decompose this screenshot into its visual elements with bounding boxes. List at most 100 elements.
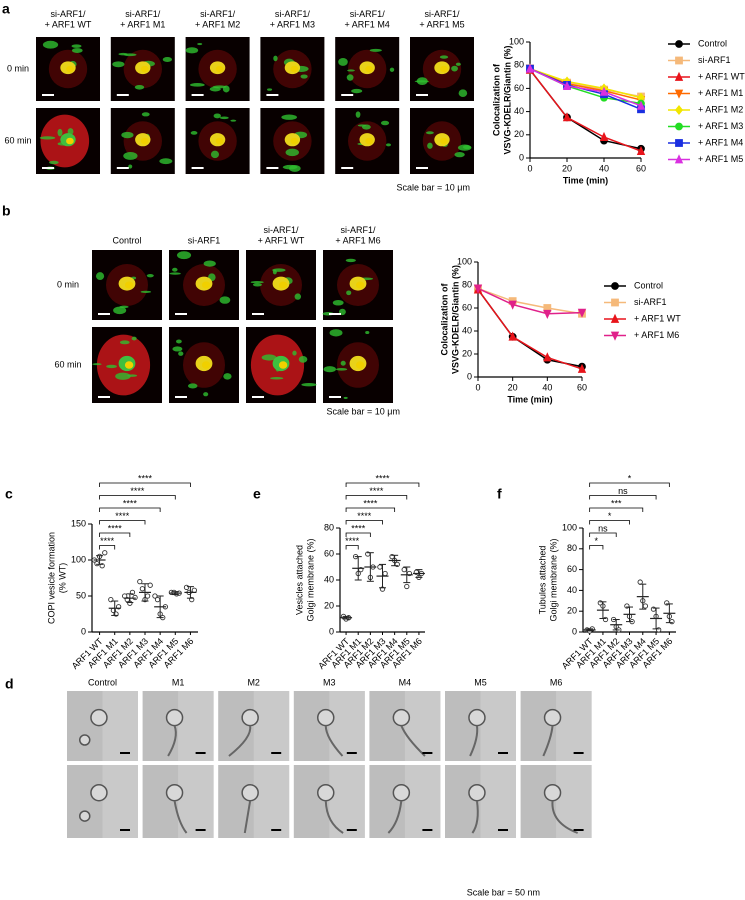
column-label: M3 — [323, 677, 336, 687]
signal — [357, 124, 367, 127]
x-tick-label: 40 — [542, 382, 552, 392]
series-line — [529, 69, 642, 152]
legend-label: Control — [698, 38, 727, 48]
significance-label: **** — [369, 486, 384, 496]
signal — [71, 44, 82, 48]
signal — [340, 360, 346, 366]
signal — [343, 396, 348, 399]
column-label: si-ARF1/ — [350, 9, 386, 19]
significance-label: **** — [375, 473, 390, 483]
y-tick-label: 40 — [324, 574, 334, 584]
column-label: M2 — [247, 677, 260, 687]
signal — [159, 158, 173, 165]
vesicle — [543, 708, 562, 727]
y-axis-label: VSVG-KDELR/Giantin (%) — [450, 265, 460, 374]
x-tick-label: 40 — [599, 163, 609, 173]
column-label: + ARF1 M3 — [270, 19, 315, 29]
signal — [365, 330, 370, 335]
data-point — [650, 606, 657, 612]
y-tick-label: 40 — [567, 585, 577, 595]
column-label: si-ARF1/ — [263, 225, 299, 235]
vesicle — [90, 708, 108, 727]
signal — [346, 290, 352, 296]
signal — [172, 267, 178, 272]
column-label: + ARF1 M6 — [335, 235, 380, 245]
signal — [176, 339, 182, 344]
marker — [674, 105, 684, 115]
signal — [270, 377, 284, 380]
signal — [323, 366, 336, 373]
signal — [172, 346, 183, 352]
scale-note: Scale bar = 50 nm — [467, 887, 540, 897]
significance-bracket — [345, 545, 359, 550]
column-label: + ARF1 WT — [258, 235, 305, 245]
data-point — [154, 596, 161, 603]
tubule — [173, 800, 188, 834]
signal — [141, 112, 150, 117]
data-point — [637, 579, 643, 585]
marker — [543, 352, 552, 362]
significance-bracket — [589, 532, 617, 537]
column-label: + ARF1 M4 — [345, 19, 390, 29]
y-axis-label: COPI vesicle formation — [46, 532, 56, 624]
marker — [610, 313, 620, 323]
series-line — [477, 289, 583, 368]
y-tick-label: 100 — [562, 522, 577, 532]
series-line — [529, 69, 642, 150]
marker — [674, 71, 684, 81]
marker — [674, 89, 684, 99]
signal — [278, 361, 288, 369]
data-point — [132, 594, 138, 601]
signal — [112, 61, 125, 68]
y-axis-label: Colocalization of — [491, 63, 501, 136]
tubule — [471, 800, 479, 834]
marker — [611, 282, 619, 290]
significance-label: **** — [138, 473, 153, 483]
y-tick-label: 20 — [462, 348, 472, 358]
signal — [176, 251, 192, 260]
signal — [294, 293, 302, 300]
marker — [577, 308, 587, 318]
signal — [462, 145, 471, 150]
y-axis-label: Tubules attached — [537, 546, 547, 615]
legend-label: si-ARF1 — [634, 297, 667, 307]
signal — [261, 354, 277, 361]
signal — [215, 137, 224, 145]
scale-note: Scale bar = 10 μm — [397, 182, 470, 192]
data-point — [94, 560, 100, 567]
legend-label: + ARF1 M1 — [698, 88, 743, 98]
signal — [338, 57, 348, 66]
y-tick-label: 60 — [324, 548, 334, 558]
signal — [113, 306, 127, 315]
column-label: + ARF1 M1 — [120, 19, 165, 29]
micrograph-shade — [480, 765, 516, 838]
y-axis-label: VSVG-KDELR/Giantin (%) — [502, 45, 512, 154]
column-label: si-ARF1/ — [125, 9, 161, 19]
y-tick-label: 20 — [567, 606, 577, 616]
significance-bracket — [99, 520, 146, 525]
micrograph-shade — [253, 765, 290, 838]
y-tick-label: 50 — [76, 590, 86, 600]
signal — [203, 260, 216, 267]
signal — [39, 136, 56, 140]
signal — [210, 150, 220, 159]
signal — [124, 281, 134, 289]
signal — [332, 299, 344, 306]
marker — [508, 300, 517, 310]
significance-bracket — [589, 495, 657, 500]
tubule — [228, 725, 252, 757]
micrograph-shade — [404, 765, 441, 838]
row-label: 60 min — [4, 135, 31, 145]
micrograph-shade — [480, 691, 516, 761]
signal — [95, 272, 105, 281]
y-tick-label: 0 — [329, 626, 334, 636]
data-point — [401, 566, 407, 573]
panel-label: c — [5, 486, 13, 502]
marker — [577, 363, 587, 373]
column-label: si-ARF1/ — [340, 225, 376, 235]
signal — [267, 88, 273, 91]
signal — [49, 160, 59, 165]
signal — [187, 383, 198, 389]
column-label: M4 — [399, 677, 412, 687]
signal — [252, 283, 262, 287]
